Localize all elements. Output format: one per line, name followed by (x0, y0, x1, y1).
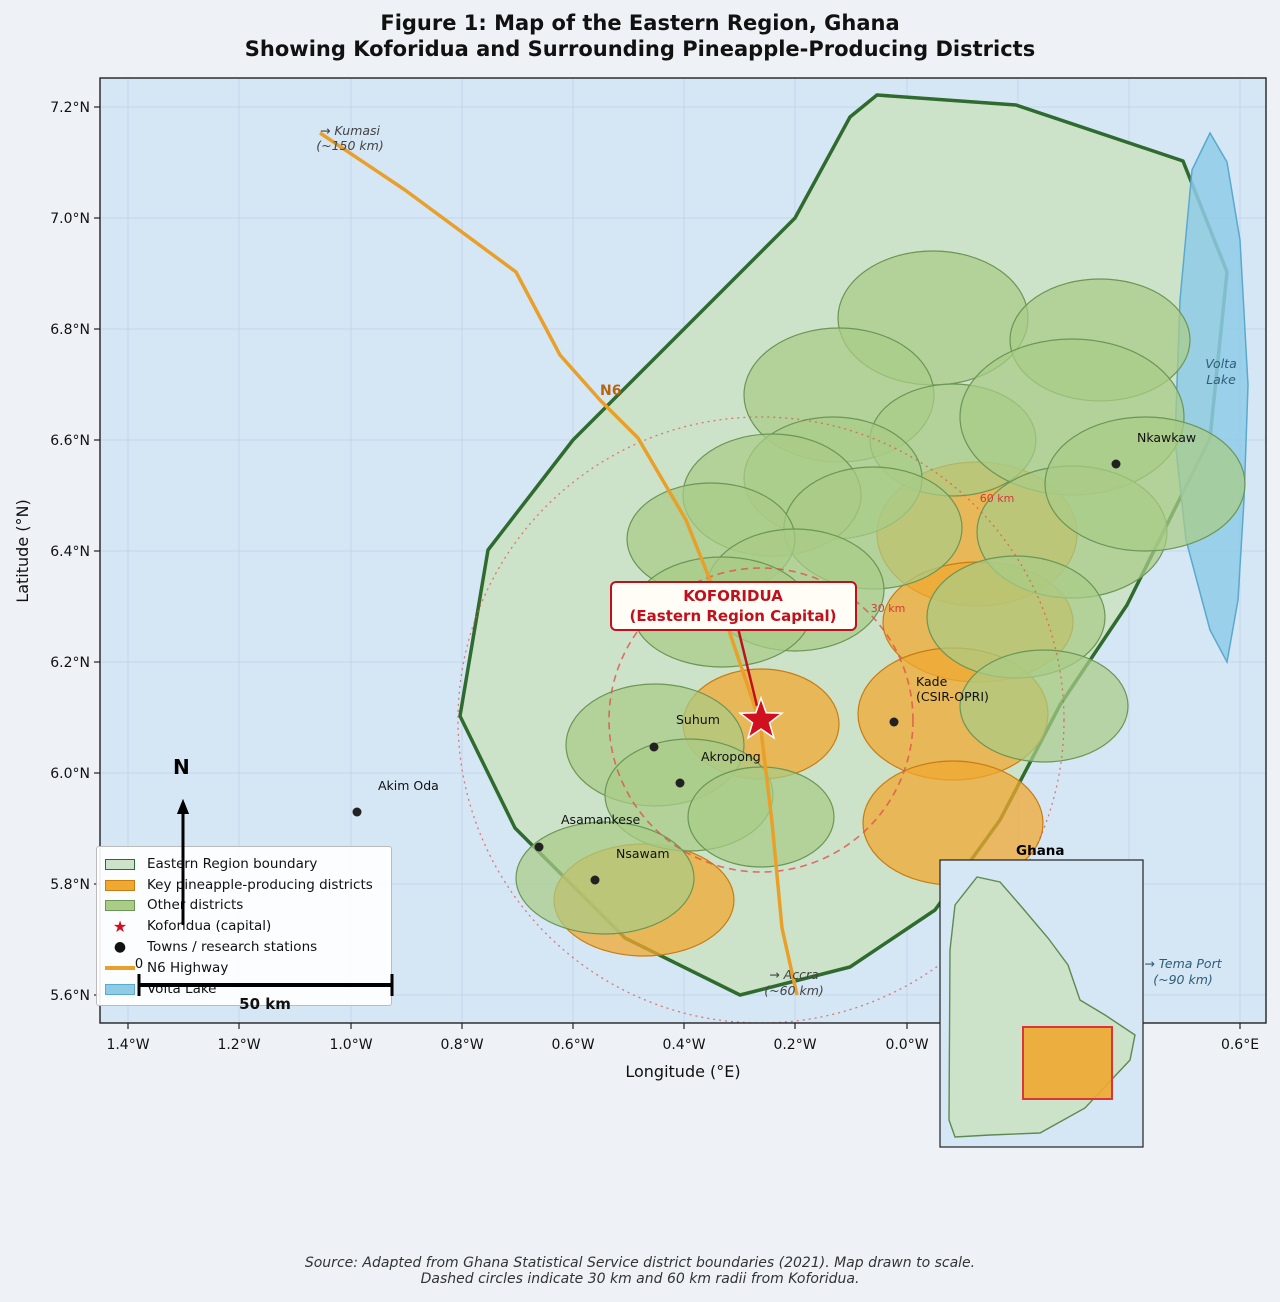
ring-60km-label: 60 km (980, 492, 1015, 505)
town-marker-asamankese (534, 842, 544, 852)
legend-item-boundary: Eastern Region boundary (105, 854, 317, 874)
legend-swatch-lake (105, 983, 135, 995)
legend-label-highway: N6 Highway (147, 960, 229, 976)
x-tick-label: 1.4°W (106, 1037, 149, 1053)
legend-swatch-key (105, 879, 135, 891)
x-tick-label: 0.8°W (440, 1037, 483, 1053)
legend-item-highway: N6 Highway (105, 958, 228, 978)
n6-label: N6 (600, 383, 621, 399)
x-tick-label: 0.0°W (885, 1037, 928, 1053)
legend-item-towns: ● Towns / research stations (105, 937, 317, 957)
y-tick-label: 6.8°N (50, 322, 90, 338)
accra-distance: (~60 km) (764, 983, 824, 998)
inset-title: Ghana (1016, 843, 1065, 859)
legend-item-other-districts: Other districts (105, 895, 243, 915)
capital-callout-box (610, 581, 857, 631)
legend-label-lake: Volta Lake (147, 981, 217, 997)
y-tick-label: 6.2°N (50, 655, 90, 671)
town-marker-akim-oda (352, 807, 362, 817)
kumasi-distance: (~150 km) (316, 138, 383, 153)
x-axis-label: Longitude (°E) (625, 1062, 740, 1081)
y-tick-label: 7.2°N (50, 100, 90, 116)
volta-lake-label-2: Lake (1206, 372, 1236, 387)
town-label-kade: Kade (916, 674, 948, 689)
legend-dot-icon: ● (113, 939, 127, 955)
volta-lake-label: Volta (1205, 356, 1237, 371)
capital-name: KOFORIDUA (683, 587, 783, 605)
legend-swatch-other (105, 899, 135, 911)
legend-item-lake: Volta Lake (105, 979, 217, 999)
tema-distance: (~90 km) (1153, 972, 1213, 987)
kumasi-label: → Kumasi (320, 123, 381, 138)
town-label-akim-oda: Akim Oda (378, 778, 439, 793)
other-district (687, 766, 835, 868)
town-marker-kade (889, 717, 899, 727)
legend-label-boundary: Eastern Region boundary (147, 856, 318, 872)
n6-highway (319, 131, 799, 996)
source-line-2: Dashed circles indicate 30 km and 60 km … (420, 1271, 860, 1287)
town-marker-nsawam (590, 875, 600, 885)
ring-30km-label: 30 km (871, 602, 906, 615)
x-tick-label: 1.0°W (329, 1037, 372, 1053)
town-label-nkawkaw: Nkawkaw (1137, 430, 1196, 445)
other-district (959, 649, 1129, 763)
ring-60km (457, 416, 1065, 1023)
legend-item-key-districts: Key pineapple-producing districts (105, 875, 373, 895)
y-tick-label: 7.0°N (50, 211, 90, 227)
legend-line-highway (105, 966, 135, 970)
inset-study-area (1022, 1026, 1113, 1100)
y-tick-label: 6.4°N (50, 544, 90, 560)
legend-item-capital: ★ Koforidua (capital) (105, 916, 271, 936)
other-district (1044, 416, 1246, 552)
capital-star-icon (737, 695, 785, 740)
y-tick-label: 5.6°N (50, 988, 90, 1004)
legend: Eastern Region boundary Key pineapple-pr… (96, 846, 392, 1006)
legend-label-other: Other districts (147, 897, 244, 913)
x-tick-label: 1.2°W (217, 1037, 260, 1053)
other-district (515, 821, 695, 935)
legend-swatch-boundary (105, 858, 135, 870)
y-tick-label: 5.8°N (50, 877, 90, 893)
capital-subtitle: (Eastern Region Capital) (630, 607, 837, 625)
town-label-akropong: Akropong (701, 749, 761, 764)
town-label-kade-sub: (CSIR-OPRI) (916, 689, 989, 704)
y-tick-label: 6.6°N (50, 433, 90, 449)
x-tick-label: 0.2°W (773, 1037, 816, 1053)
legend-label-key: Key pineapple-producing districts (147, 877, 373, 893)
town-marker-nkawkaw (1111, 459, 1121, 469)
town-label-asamankese: Asamankese (561, 812, 640, 827)
tema-label: → Tema Port (1144, 956, 1222, 971)
x-tick-label: 0.4°W (662, 1037, 705, 1053)
compass-label: N (173, 755, 190, 779)
title-line-1: Figure 1: Map of the Eastern Region, Gha… (380, 11, 900, 35)
legend-star-icon: ★ (112, 916, 128, 936)
accra-label: → Accra (769, 967, 819, 982)
source-note: Source: Adapted from Ghana Statistical S… (0, 1255, 1280, 1287)
title-line-2: Showing Koforidua and Surrounding Pineap… (244, 37, 1036, 61)
figure-title: Figure 1: Map of the Eastern Region, Gha… (0, 10, 1280, 62)
y-axis-label: Latitude (°N) (13, 499, 32, 602)
legend-label-towns: Towns / research stations (147, 939, 318, 955)
town-marker-suhum (649, 742, 659, 752)
legend-label-capital: Koforidua (capital) (147, 918, 272, 934)
other-districts (515, 250, 1246, 935)
town-label-suhum: Suhum (676, 712, 720, 727)
x-tick-label: 0.6°W (551, 1037, 594, 1053)
town-markers (352, 459, 1121, 885)
ring-30km (608, 567, 914, 873)
capital-callout-arrow (736, 627, 759, 707)
y-tick-label: 6.0°N (50, 766, 90, 782)
town-label-nsawam: Nsawam (616, 846, 670, 861)
town-marker-akropong (675, 778, 685, 788)
source-line-1: Source: Adapted from Ghana Statistical S… (304, 1255, 976, 1271)
x-tick-label: 0.6°E (1221, 1037, 1259, 1053)
